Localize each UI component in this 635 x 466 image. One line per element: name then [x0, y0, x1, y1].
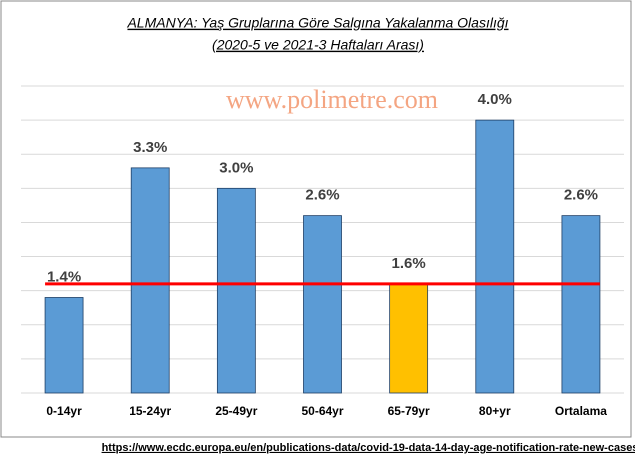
x-tick-label: 15-24yr — [129, 404, 171, 418]
x-tick-label: Ortalama — [555, 404, 607, 418]
watermark: www.polimetre.com — [226, 85, 438, 114]
value-label: 3.3% — [133, 139, 167, 156]
value-label: 4.0% — [478, 91, 512, 108]
chart-subtitle: (2020-5 ve 2021-3 Haftaları Arası) — [212, 37, 424, 53]
bar — [216, 187, 256, 394]
bar — [389, 283, 429, 394]
value-label: 2.6% — [305, 187, 339, 204]
chart-title: ALMANYA: Yaş Gruplarına Göre Salgına Yak… — [126, 15, 508, 31]
source: https://www.ecdc.europa.eu/en/publicatio… — [102, 442, 635, 454]
x-tick-label: 65-79yr — [388, 404, 430, 418]
bar — [303, 215, 342, 394]
bar — [130, 167, 170, 394]
x-tick-label: 25-49yr — [215, 404, 257, 418]
value-label: 3.0% — [219, 159, 253, 176]
x-tick-label: 50-64yr — [301, 404, 343, 418]
value-label: 2.6% — [564, 187, 598, 204]
bar — [475, 119, 515, 394]
bar — [561, 215, 601, 394]
x-tick-label: 80+yr — [479, 404, 511, 418]
x-tick-label: 0-14yr — [46, 404, 82, 418]
bar — [44, 297, 84, 394]
value-label: 1.6% — [392, 255, 426, 272]
value-label: 1.4% — [47, 268, 81, 285]
